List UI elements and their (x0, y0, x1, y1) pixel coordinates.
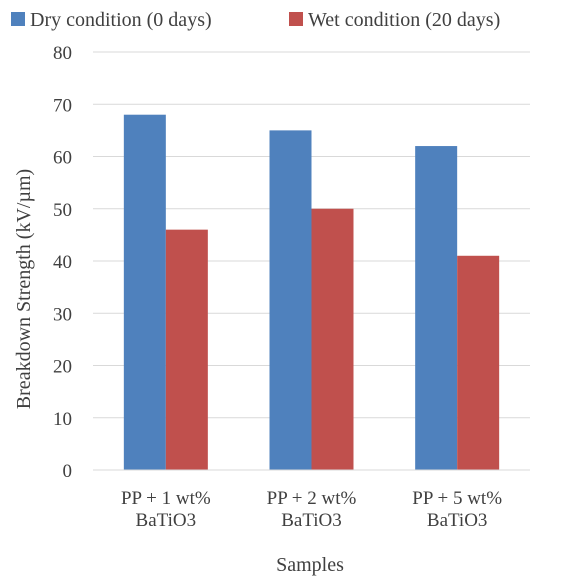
x-tick-label: PP + 2 wt% (267, 488, 357, 509)
bar-dry-1 (123, 114, 166, 470)
x-tick-label: PP + 5 wt% (412, 488, 502, 509)
bar-dry-2 (269, 130, 312, 470)
legend-swatch (11, 12, 25, 26)
x-axis-title: Samples (276, 554, 344, 576)
legend-label: Wet condition (20 days) (308, 9, 500, 31)
x-tick-label: BaTiO3 (281, 510, 342, 531)
legend-label: Dry condition (0 days) (30, 9, 212, 31)
y-axis-title: Breakdown Strength (kV/µm) (13, 169, 35, 409)
y-tick-label: 60 (53, 148, 72, 169)
y-tick-label: 20 (53, 357, 72, 378)
y-tick-label: 70 (53, 95, 72, 116)
y-tick-label: 0 (63, 461, 73, 482)
y-tick-label: 50 (53, 200, 72, 221)
y-tick-label: 10 (53, 409, 72, 430)
y-axis-ticks: 0 10 20 30 40 50 60 70 80 (53, 43, 72, 482)
x-tick-label: PP + 1 wt% (121, 488, 211, 509)
legend: Dry condition (0 days) Wet condition (20 … (11, 9, 500, 31)
bar-wet-2 (311, 208, 354, 470)
bar-wet-1 (165, 229, 208, 470)
y-tick-label: 40 (53, 252, 72, 273)
bars (123, 114, 500, 471)
bar-dry-3 (415, 146, 458, 471)
y-tick-label: 30 (53, 304, 72, 325)
y-tick-label: 80 (53, 43, 72, 64)
legend-swatch (289, 12, 303, 26)
x-tick-label: BaTiO3 (427, 510, 488, 531)
x-tick-label: BaTiO3 (136, 510, 197, 531)
bar-wet-3 (457, 255, 500, 470)
